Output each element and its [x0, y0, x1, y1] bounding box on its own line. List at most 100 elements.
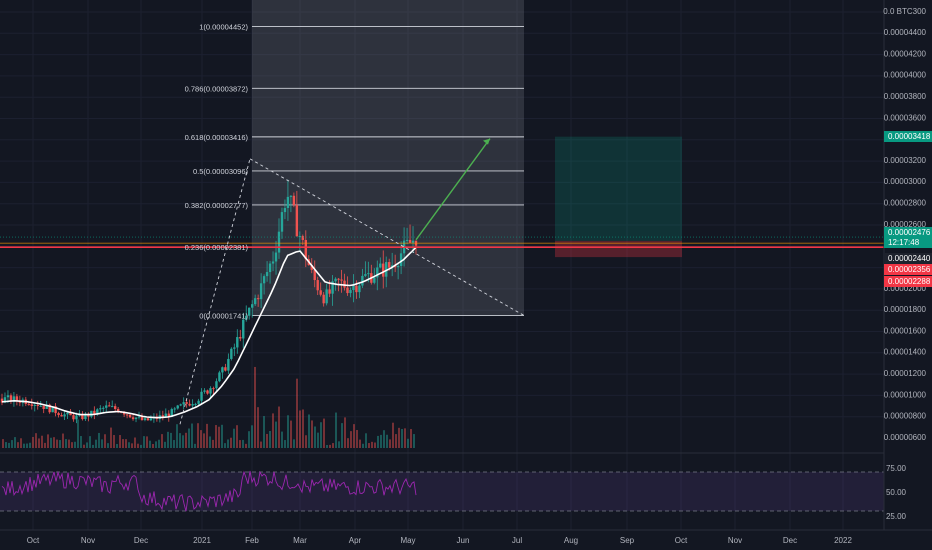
volume-bar	[71, 442, 73, 448]
volume-bar	[155, 441, 157, 448]
volume-bar	[17, 442, 19, 448]
price-tag-text: 12:17:48	[888, 238, 920, 247]
candle-body	[188, 403, 191, 406]
rsi-band	[0, 472, 884, 511]
volume-bar	[353, 424, 355, 448]
price-tag-text: 0.00003418	[888, 132, 931, 141]
volume-bar	[284, 440, 286, 448]
volume-bar	[161, 434, 163, 448]
candle-body	[346, 287, 349, 294]
time-axis[interactable]: Oct Nov Dec 2021 Feb Mar Apr May Jun Jul Aug Sep Oct…	[0, 529, 932, 545]
volume-bar	[65, 439, 67, 448]
candle-body	[3, 397, 7, 403]
price-tick-label: 0.00004400	[884, 28, 927, 37]
price-tag-bg	[884, 227, 932, 238]
volume-bar	[344, 417, 346, 448]
volume-bar	[305, 435, 307, 448]
candle-body	[185, 402, 188, 404]
volume-bar	[224, 443, 226, 448]
volume-bar	[170, 432, 172, 448]
fib-retracement-box[interactable]	[252, 0, 524, 316]
rsi-line	[1, 470, 417, 512]
volume-bar	[239, 440, 241, 448]
price-tick-label: 0.00001200	[884, 369, 927, 378]
price-tick-label: 0.00002600	[884, 220, 927, 229]
volume-bar	[350, 431, 352, 448]
candle-body	[60, 415, 63, 417]
candle-body	[161, 415, 165, 417]
volume-bar	[290, 420, 292, 448]
price-tick-label: 0.00002800	[884, 199, 927, 208]
volume-bar	[32, 436, 34, 448]
fib-level-label: 1(0.00004452)	[199, 22, 248, 31]
trend-drawings[interactable]	[0, 138, 884, 425]
volume-bar	[104, 434, 106, 448]
volume-bar	[209, 436, 211, 448]
currency-label: 0.0 BTC300	[883, 7, 926, 16]
volume-bar	[2, 439, 4, 448]
candle-body	[405, 239, 409, 241]
candle-body	[295, 204, 299, 237]
volume-bar	[317, 432, 319, 448]
candle-body	[352, 285, 355, 291]
candle-body	[322, 294, 325, 304]
candle-body	[349, 290, 352, 294]
volume-bar	[110, 427, 112, 448]
volume-bar	[83, 444, 85, 448]
volume-bar	[101, 439, 103, 448]
candle-body	[221, 367, 224, 373]
volume-bar	[227, 439, 229, 448]
candle-body	[337, 278, 340, 280]
candle-body	[215, 381, 218, 389]
candle-body	[176, 405, 179, 409]
projection-arrow-head	[483, 138, 490, 145]
candle-body	[182, 402, 185, 405]
volume-bar	[125, 439, 127, 448]
fib-level-label: 0.5(0.00003096)	[193, 167, 249, 176]
time-tick-label: Jul	[512, 536, 522, 545]
volume-bar	[311, 420, 313, 448]
fib-box-fill	[252, 0, 524, 315]
volume-bar	[251, 425, 253, 448]
price-tag-bg	[884, 276, 932, 287]
fib-level-label: 0.786(0.00003872)	[185, 84, 249, 93]
time-tick-label: Nov	[81, 536, 95, 545]
volume-bar	[368, 443, 370, 448]
volume-bar	[248, 431, 250, 448]
volume-bar	[320, 422, 322, 448]
volume-bar	[86, 442, 88, 448]
candle-body	[111, 406, 114, 408]
fib-labels: 1(0.00004452) 0.786(0.00003872) 0.618(0.00…	[185, 22, 249, 320]
volume-bar	[47, 434, 49, 448]
candle-body	[340, 279, 343, 281]
volume-bar	[401, 428, 403, 448]
candle-body	[259, 283, 263, 300]
volume-bar	[20, 438, 22, 448]
volume-bar	[8, 442, 10, 448]
price-tag-bg	[884, 264, 932, 275]
candle-body	[355, 285, 358, 293]
volume-bar	[5, 442, 7, 448]
long-position-tool[interactable]	[555, 136, 682, 258]
volume-bar	[26, 443, 28, 448]
candle-body	[99, 408, 102, 410]
candle-body	[209, 388, 212, 394]
candlesticks	[0, 179, 418, 424]
volume-bar	[413, 434, 415, 448]
candle-body	[12, 396, 16, 402]
price-axis[interactable]: 0.00004400 0.00004200 0.00004000 0.00003800…	[883, 0, 927, 530]
volume-bar	[221, 424, 223, 448]
time-tick-label: 2021	[193, 536, 211, 545]
stop-zone	[555, 240, 682, 258]
volume-bar	[92, 444, 94, 448]
candle-body	[292, 195, 296, 205]
candle-body	[72, 415, 75, 420]
volume-bar	[293, 439, 295, 448]
candle-body	[9, 395, 13, 402]
volume-bar	[95, 439, 97, 448]
volume-bar	[164, 441, 166, 448]
volume-bar	[338, 441, 340, 448]
candle-body	[48, 404, 51, 413]
